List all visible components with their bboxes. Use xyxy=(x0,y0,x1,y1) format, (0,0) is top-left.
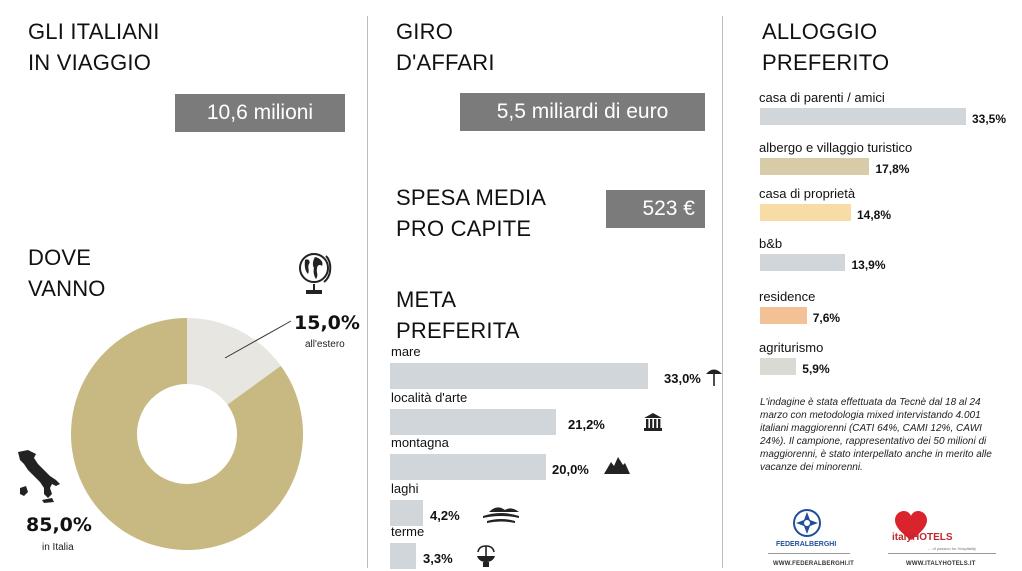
accommodation-bar xyxy=(760,358,797,375)
italy-pct: 85,0% xyxy=(26,514,92,536)
destination-bar xyxy=(390,363,648,389)
destination-bar xyxy=(390,454,547,480)
accommodation-pct: 7,6% xyxy=(812,311,841,325)
globe-icon xyxy=(299,253,332,294)
fountain-icon xyxy=(477,545,495,567)
accommodation-label: agriturismo xyxy=(759,340,824,355)
destination-label: montagna xyxy=(391,435,449,450)
accommodation-bar xyxy=(760,307,807,324)
destination-bar xyxy=(390,543,416,569)
italy-map-icon xyxy=(18,450,60,503)
destination-pct: 21,2% xyxy=(568,417,605,432)
destination-pct: 4,2% xyxy=(430,508,460,523)
travelers-value-box: 10,6 milioni xyxy=(175,94,345,132)
temple-icon xyxy=(644,413,662,431)
accommodation-title-line1: ALLOGGIO xyxy=(762,19,878,44)
abroad-pct: 15,0% xyxy=(294,312,360,334)
turnover-title-line2: D'AFFARI xyxy=(396,50,495,75)
italyhotels-url[interactable]: WWW.ITALYHOTELS.IT xyxy=(906,561,976,567)
destination-title: META PREFERITA xyxy=(396,284,520,346)
italyhotels-name: italyHOTELS xyxy=(892,532,953,543)
accommodation-title-line2: PREFERITO xyxy=(762,50,890,75)
federalberghi-name: FEDERALBERGHI xyxy=(776,541,837,548)
spend-title: SPESA MEDIA PRO CAPITE xyxy=(396,182,546,244)
turnover-title: GIRO D'AFFARI xyxy=(396,16,495,78)
accommodation-pct: 5,9% xyxy=(802,362,830,376)
accommodation-label: casa di proprietà xyxy=(759,186,856,201)
italyhotels-tagline: ... of passion for Hospitality xyxy=(928,546,977,551)
travelers-title-line2: IN VIAGGIO xyxy=(28,50,152,75)
accommodation-label: b&b xyxy=(759,236,783,251)
accommodation-label: albergo e villaggio turistico xyxy=(759,140,913,155)
accommodation-bar xyxy=(760,158,870,175)
where-title: DOVE VANNO xyxy=(28,242,106,304)
accommodation-bar xyxy=(760,108,966,125)
accommodation-bar xyxy=(760,204,851,221)
accommodation-title: ALLOGGIO PREFERITO xyxy=(762,16,889,78)
destination-pct: 33,0% xyxy=(664,371,701,386)
federalberghi-underline xyxy=(768,553,850,554)
federalberghi-emblem-icon xyxy=(793,509,821,537)
destination-label: laghi xyxy=(391,481,419,496)
donut-slice-abroad xyxy=(187,318,281,405)
italyhotels-underline xyxy=(888,553,996,554)
accommodation-pct: 33,5% xyxy=(972,112,1007,126)
federalberghi-url[interactable]: WWW.FEDERALBERGHI.IT xyxy=(773,561,854,567)
umbrella-icon xyxy=(706,369,722,386)
column-divider-left xyxy=(367,16,368,568)
accommodation-label: casa di parenti / amici xyxy=(759,90,885,105)
turnover-title-line1: GIRO xyxy=(396,19,454,44)
destination-donut-chart xyxy=(71,318,303,550)
accommodation-bar xyxy=(760,254,846,271)
mountain-icon xyxy=(604,457,630,474)
survey-note: L'indagine è stata effettuata da Tecnè d… xyxy=(760,397,992,473)
accommodation-pct: 17,8% xyxy=(875,162,910,176)
federalberghi-logo[interactable]: FEDERALBERGHI xyxy=(768,508,850,560)
spend-title-line1: SPESA MEDIA xyxy=(396,185,547,210)
destination-bar xyxy=(390,500,423,526)
destination-bar xyxy=(390,409,556,435)
lake-icon xyxy=(483,507,519,523)
destination-pct: 3,3% xyxy=(423,551,453,566)
spend-value-box: 523 € xyxy=(606,190,705,228)
abroad-label: all'estero xyxy=(305,339,345,350)
italy-label: in Italia xyxy=(42,542,74,553)
travelers-title-line1: GLI ITALIANI xyxy=(28,19,160,44)
column-divider-right xyxy=(722,16,723,568)
destination-label: località d'arte xyxy=(391,390,468,405)
travelers-title: GLI ITALIANI IN VIAGGIO xyxy=(28,16,160,78)
spend-title-line2: PRO CAPITE xyxy=(396,216,532,241)
where-title-line2: VANNO xyxy=(28,276,106,301)
italyhotels-logo[interactable]: italyHOTELS ... of passion for Hospitali… xyxy=(888,508,998,560)
where-title-line1: DOVE xyxy=(28,245,92,270)
abroad-leader-line xyxy=(224,320,292,359)
donut-slice-italy xyxy=(71,318,303,550)
heart-icon xyxy=(895,511,927,540)
accommodation-pct: 13,9% xyxy=(851,258,886,272)
destination-label: mare xyxy=(391,344,421,359)
turnover-value-box: 5,5 miliardi di euro xyxy=(460,93,705,131)
destination-title-line2: PREFERITA xyxy=(396,318,520,343)
accommodation-label: residence xyxy=(759,289,816,304)
destination-label: terme xyxy=(391,524,425,539)
accommodation-pct: 14,8% xyxy=(857,208,892,222)
destination-pct: 20,0% xyxy=(552,462,589,477)
destination-title-line1: META xyxy=(396,287,457,312)
